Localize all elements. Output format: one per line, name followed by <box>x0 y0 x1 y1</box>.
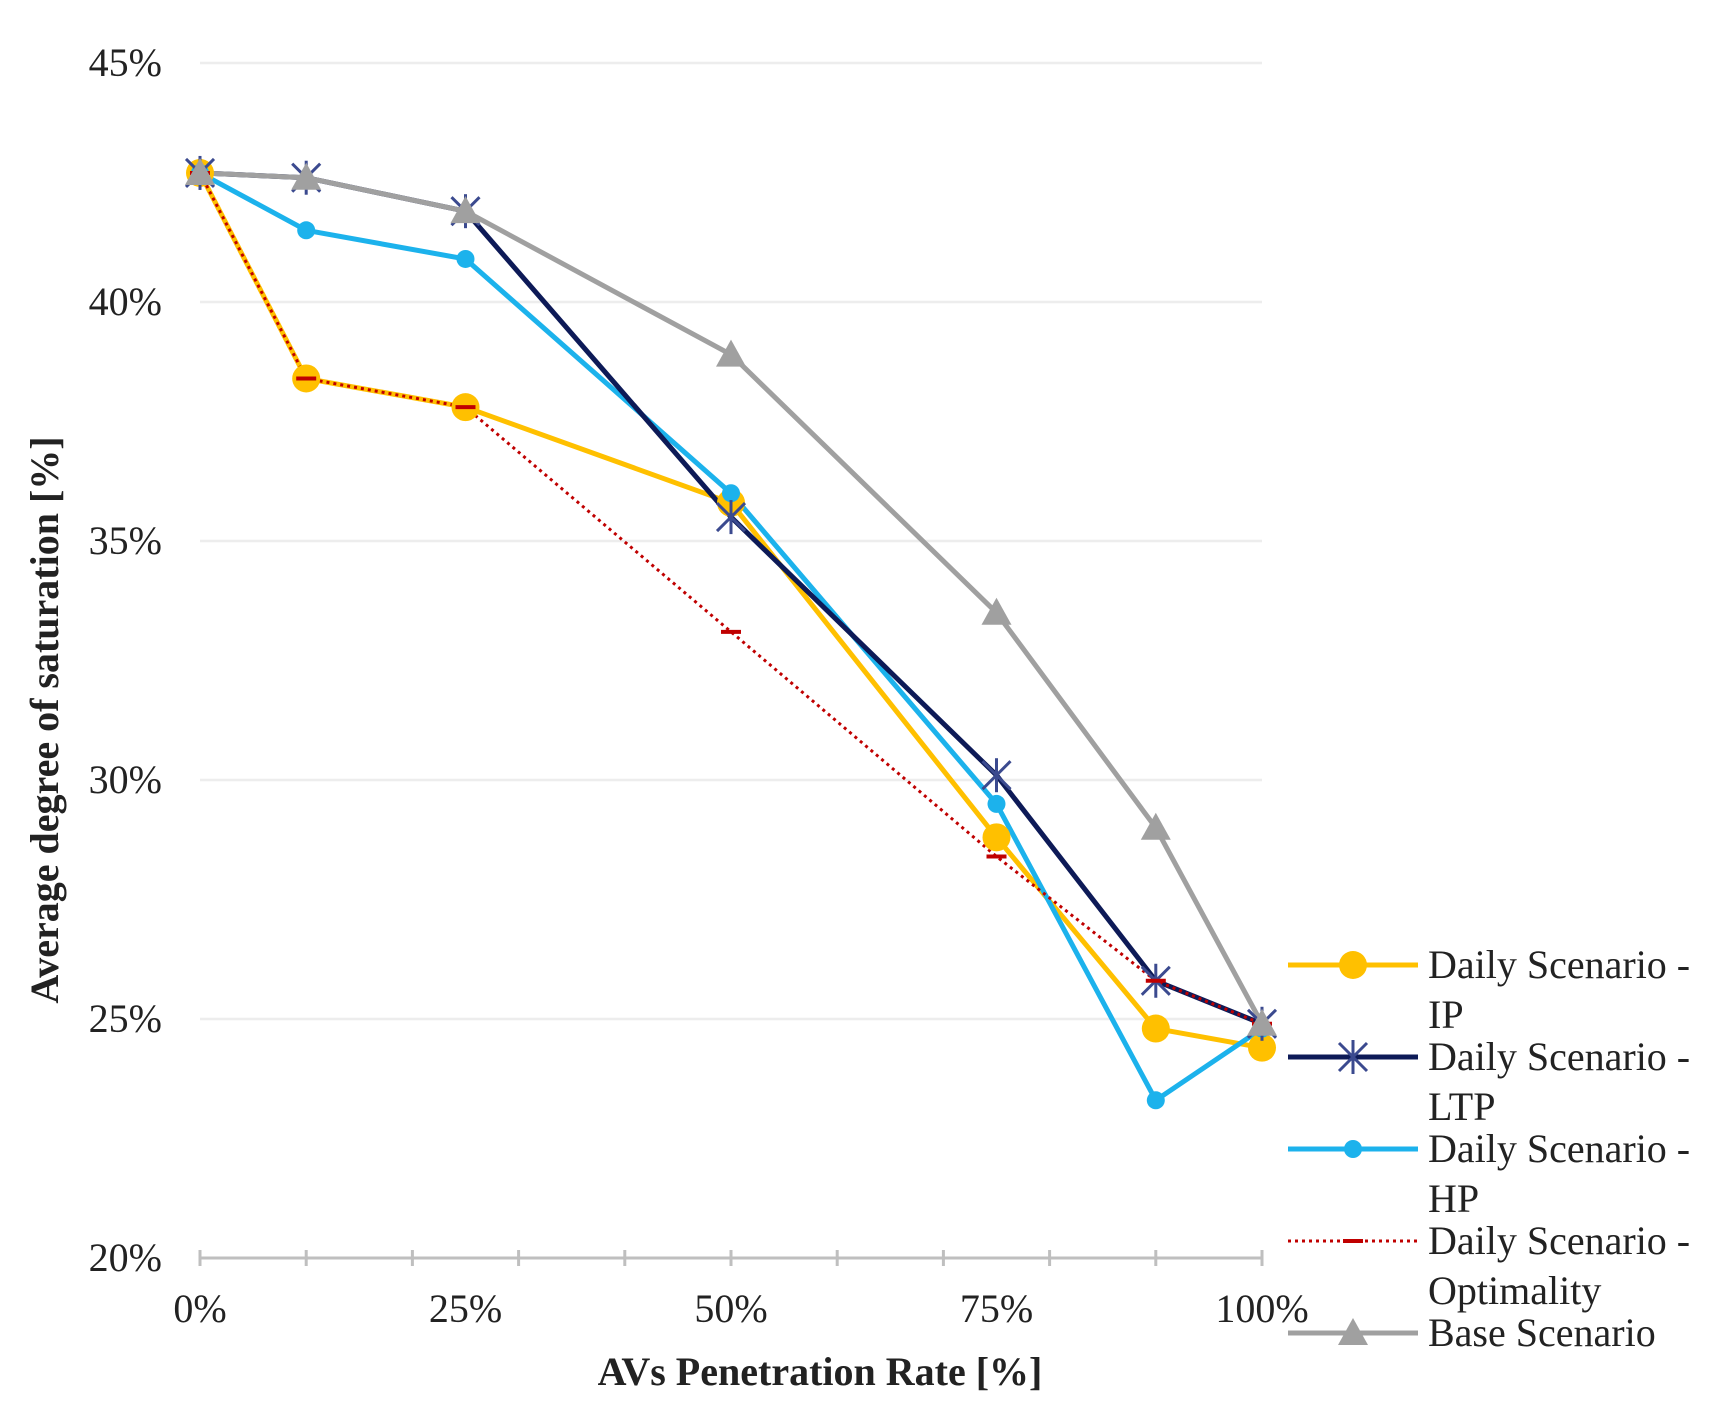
series-lines <box>197 170 1265 1103</box>
x-axis-title: AVs Penetration Rate [%] <box>598 1349 1043 1394</box>
legend-marker <box>1338 1318 1368 1345</box>
marker-shape <box>1338 1318 1368 1345</box>
marker-shape <box>981 597 1012 625</box>
marker-shape <box>1247 1008 1277 1036</box>
legend-label: Daily Scenario - <box>1428 1034 1690 1079</box>
data-point-4-0 <box>185 157 215 185</box>
marker-shape <box>297 221 316 240</box>
series-line-4 <box>199 170 1265 1025</box>
legend-label: LTP <box>1428 1084 1495 1129</box>
series-line-1 <box>199 170 1263 1027</box>
gridlines <box>200 61 1262 1021</box>
marker-shape <box>185 157 215 185</box>
marker-shape <box>722 484 740 503</box>
data-point-4-5 <box>1140 812 1171 840</box>
marker-shape <box>1140 812 1171 840</box>
x-tick-label: 0% <box>173 1286 226 1331</box>
data-point-0-4 <box>982 823 1011 852</box>
data-point-4-6 <box>1247 1008 1277 1036</box>
x-tick-label: 50% <box>694 1286 767 1331</box>
marker-shape <box>716 339 746 367</box>
marker-shape <box>1248 1033 1276 1062</box>
data-point-2-1 <box>297 221 316 240</box>
legend-entry-3: Daily Scenario - Optimality <box>1288 1218 1690 1313</box>
legend-entry-1: Daily Scenario - LTP <box>1288 1034 1690 1129</box>
y-tick-label: 30% <box>89 757 162 802</box>
y-tick-label: 45% <box>89 40 162 85</box>
x-tick-label: 100% <box>1215 1286 1308 1331</box>
data-point-4-4 <box>981 597 1012 625</box>
data-point-4-1 <box>291 162 322 190</box>
data-point-1-3 <box>715 500 747 535</box>
marker-shape <box>291 162 322 190</box>
x-tick-label: 25% <box>429 1286 502 1331</box>
legend-entry-4: Base Scenario <box>1288 1310 1656 1355</box>
data-point-2-2 <box>456 249 475 268</box>
data-point-2-3 <box>722 484 740 503</box>
marker-shape <box>982 823 1011 852</box>
legend-label: Optimality <box>1428 1268 1601 1313</box>
legend-entry-2: Daily Scenario - HP <box>1288 1126 1690 1221</box>
legend-label: Daily Scenario - <box>1428 1218 1690 1263</box>
data-point-2-4 <box>987 794 1006 813</box>
marker-shape <box>1344 1140 1362 1158</box>
legend-marker <box>1344 1140 1362 1158</box>
marker-shape <box>450 196 481 224</box>
data-point-0-5 <box>1141 1014 1170 1043</box>
legend-label: Daily Scenario - <box>1428 1126 1690 1171</box>
series-line-0 <box>197 171 1263 1051</box>
data-point-4-2 <box>450 196 481 224</box>
legend-label: HP <box>1428 1176 1479 1221</box>
legend-marker <box>1337 1040 1369 1074</box>
y-axis-title: Average degree of saturation [%] <box>22 436 67 1003</box>
y-tick-label: 40% <box>89 279 162 324</box>
y-tick-label: 25% <box>89 996 162 1041</box>
x-tick-label: 75% <box>960 1286 1033 1331</box>
marker-shape <box>1339 951 1367 979</box>
data-point-2-5 <box>1146 1091 1165 1110</box>
data-point-0-6 <box>1248 1033 1276 1062</box>
data-point-1-4 <box>981 758 1012 793</box>
legend-label: Base Scenario <box>1428 1310 1656 1355</box>
y-tick-label: 20% <box>89 1235 162 1280</box>
x-axis: 0% 25% 50% 75% 100% <box>173 1250 1309 1331</box>
y-tick-labels: 20% 25% 30% 35% 40% 45% <box>89 40 162 1280</box>
y-tick-label: 35% <box>89 518 162 563</box>
series-line-3 <box>198 172 1263 1026</box>
marker-shape <box>1141 1014 1170 1043</box>
legend-entry-0: Daily Scenario - IP <box>1288 942 1690 1037</box>
data-point-4-3 <box>716 339 746 367</box>
legend-label: Daily Scenario - <box>1428 942 1690 987</box>
legend-label: IP <box>1428 992 1464 1037</box>
marker-shape <box>456 249 475 268</box>
series-markers <box>184 155 1278 1110</box>
marker-shape <box>1146 1091 1165 1110</box>
marker-shape <box>987 794 1006 813</box>
legend-marker <box>1339 951 1367 979</box>
